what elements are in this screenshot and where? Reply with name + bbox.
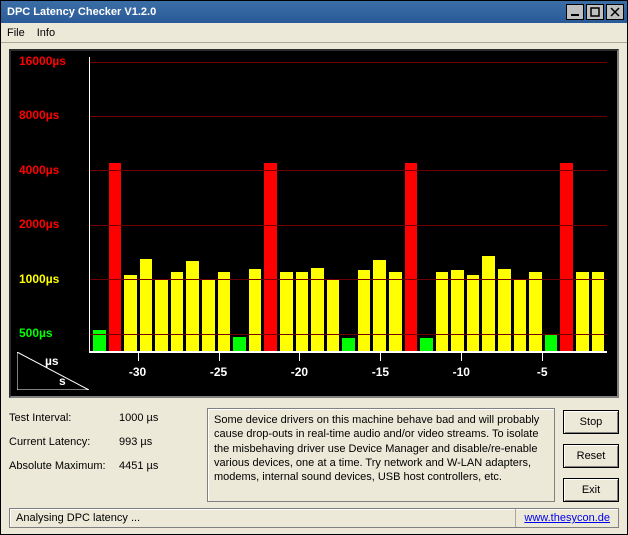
reset-button[interactable]: Reset (563, 444, 619, 468)
latency-chart: 16000µs 8000µs 4000µs 2000µs 1000µs 500µs µs … (9, 49, 619, 398)
exit-button[interactable]: Exit (563, 478, 619, 502)
x-unit-label: s (59, 374, 66, 388)
x-tick-label: -30 (129, 365, 146, 379)
latency-bar (202, 279, 215, 351)
message-box: Some device drivers on this machine beha… (207, 408, 555, 502)
maximize-icon (590, 7, 600, 17)
gridline (90, 334, 607, 335)
stat-value: 4451 µs (119, 460, 158, 472)
maximize-button[interactable] (586, 4, 604, 20)
latency-bar (186, 261, 199, 351)
titlebar: DPC Latency Checker V1.2.0 (1, 1, 627, 23)
x-tick (542, 353, 543, 361)
window-controls (566, 4, 627, 20)
gridline (90, 116, 607, 117)
lower-panel: Test Interval: 1000 µs Current Latency: … (1, 402, 627, 508)
status-link[interactable]: www.thesycon.de (516, 509, 618, 527)
close-icon (610, 7, 620, 17)
latency-bar (342, 338, 355, 351)
stat-value: 1000 µs (119, 412, 158, 424)
x-tick (138, 353, 139, 361)
minimize-icon (570, 7, 580, 17)
latency-bar (405, 163, 418, 351)
stat-value: 993 µs (119, 436, 152, 448)
stat-label: Absolute Maximum: (9, 460, 119, 472)
x-axis-labels: -30 -25 -20 -15 -10 -5 (89, 352, 607, 390)
latency-bar (280, 272, 293, 351)
y-axis-labels: 16000µs 8000µs 4000µs 2000µs 1000µs 500µs (17, 57, 87, 352)
chart-plot (89, 57, 607, 352)
y-tick-label: 8000µs (19, 108, 83, 122)
x-tick (461, 353, 462, 361)
latency-bar (467, 275, 480, 351)
minimize-button[interactable] (566, 4, 584, 20)
window-title: DPC Latency Checker V1.2.0 (7, 6, 566, 18)
latency-bar (140, 259, 153, 351)
chart-bars (90, 57, 607, 351)
close-button[interactable] (606, 4, 624, 20)
latency-bar (218, 272, 231, 351)
y-tick-label: 2000µs (19, 217, 83, 231)
latency-bar (109, 163, 122, 351)
menubar: File Info (1, 23, 627, 43)
stat-label: Test Interval: (9, 412, 119, 424)
latency-bar (264, 163, 277, 351)
x-tick (380, 353, 381, 361)
axis-corner: µs s (17, 352, 89, 390)
latency-bar (436, 272, 449, 351)
latency-bar (249, 269, 262, 351)
latency-bar (420, 338, 433, 351)
menu-file[interactable]: File (7, 27, 25, 39)
latency-bar (171, 272, 184, 351)
stat-label: Current Latency: (9, 436, 119, 448)
x-tick-label: -10 (453, 365, 470, 379)
x-tick-label: -15 (372, 365, 389, 379)
latency-bar (358, 270, 371, 351)
gridline (90, 170, 607, 171)
latency-bar (451, 270, 464, 351)
status-text: Analysing DPC latency ... (10, 509, 516, 527)
latency-bar (482, 256, 495, 351)
latency-bar (576, 272, 589, 351)
x-tick-label: -20 (291, 365, 308, 379)
y-tick-label: 16000µs (19, 54, 83, 68)
x-tick-label: -5 (537, 365, 548, 379)
gridline (90, 279, 607, 280)
latency-bar (155, 279, 168, 351)
gridline (90, 62, 607, 63)
latency-bar (529, 272, 542, 351)
latency-bar (560, 163, 573, 351)
button-panel: Stop Reset Exit (563, 408, 619, 502)
menu-info[interactable]: Info (37, 27, 55, 39)
x-tick (219, 353, 220, 361)
stat-current-latency: Current Latency: 993 µs (9, 436, 199, 448)
latency-bar (592, 272, 605, 351)
stop-button[interactable]: Stop (563, 410, 619, 434)
latency-bar (233, 337, 246, 351)
latency-bar (498, 269, 511, 351)
y-tick-label: 1000µs (19, 272, 83, 286)
x-tick (299, 353, 300, 361)
y-unit-label: µs (45, 354, 59, 368)
statusbar: Analysing DPC latency ... www.thesycon.d… (9, 508, 619, 528)
app-window: DPC Latency Checker V1.2.0 File Info 160… (0, 0, 628, 535)
latency-bar (373, 260, 386, 351)
latency-bar (514, 280, 527, 351)
y-tick-label: 4000µs (19, 163, 83, 177)
stat-test-interval: Test Interval: 1000 µs (9, 412, 199, 424)
stat-absolute-max: Absolute Maximum: 4451 µs (9, 460, 199, 472)
latency-bar (327, 280, 340, 351)
latency-bar (124, 275, 137, 351)
latency-bar (545, 334, 558, 351)
gridline (90, 225, 607, 226)
y-tick-label: 500µs (19, 326, 83, 340)
latency-bar (389, 272, 402, 351)
x-axis: µs s -30 -25 -20 -15 -10 -5 (17, 352, 607, 390)
latency-bar (296, 272, 309, 351)
stats-panel: Test Interval: 1000 µs Current Latency: … (9, 408, 199, 502)
latency-bar (311, 268, 324, 351)
x-tick-label: -25 (210, 365, 227, 379)
